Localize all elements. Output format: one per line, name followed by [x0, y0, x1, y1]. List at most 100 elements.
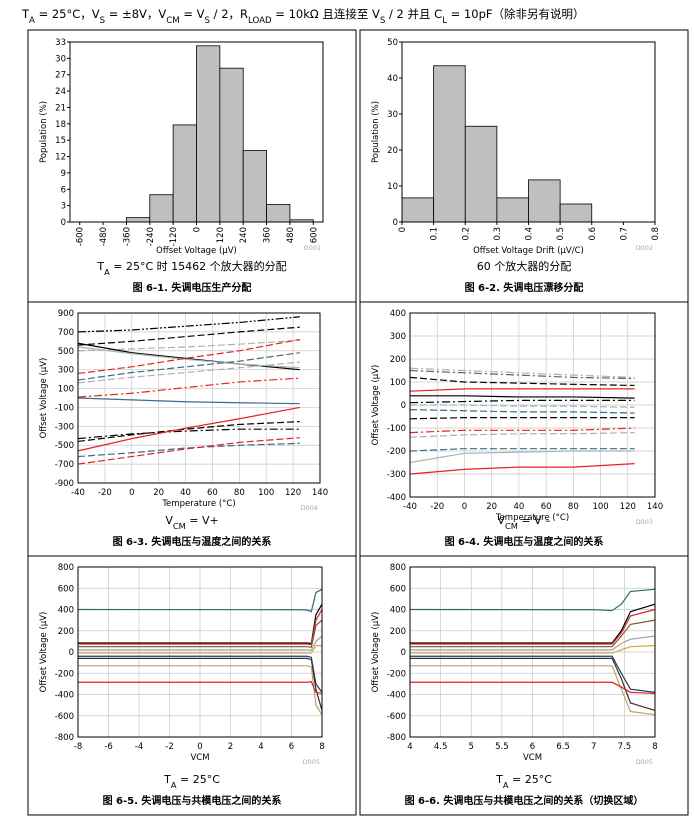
x-tick-label: 600	[309, 227, 319, 243]
series-line	[410, 645, 656, 654]
text-run: T	[21, 7, 30, 21]
text-run: LOAD	[248, 16, 272, 26]
y-tick-label: 300	[390, 332, 406, 342]
text-run: S	[380, 16, 385, 26]
figure-code: D002	[636, 244, 653, 252]
series-line	[410, 655, 656, 693]
bar	[172, 124, 197, 223]
x-tick-label: 80	[234, 488, 245, 498]
y-tick-label: 0	[401, 401, 406, 411]
figure-code: D005	[636, 758, 653, 766]
series-line	[409, 588, 656, 612]
plot-frame	[409, 312, 656, 498]
x-tick-label: 0.4	[525, 227, 535, 241]
y-tick-label: -600	[55, 712, 74, 722]
text-run: = 10kΩ 且连接至 V	[272, 7, 380, 21]
text-run: V	[497, 514, 505, 527]
figure-code: D004	[301, 504, 318, 512]
text-run: V	[165, 514, 173, 527]
x-tick-label: -4	[135, 742, 143, 752]
y-tick-label: 600	[58, 584, 74, 594]
y-tick-label: 800	[390, 563, 406, 573]
series-line	[78, 609, 323, 646]
y-tick-label: 200	[390, 627, 406, 637]
x-tick-label: 4.5	[434, 742, 448, 752]
text-run: / 2，R	[210, 7, 248, 21]
x-tick-label: 6	[289, 742, 294, 752]
series-line	[410, 657, 656, 712]
x-tick-label: 8	[652, 742, 657, 752]
x-axis-label: Temperature (°C)	[495, 513, 569, 523]
y-tick-label: 20	[387, 146, 398, 156]
figure-subcaption: VCM = V –	[497, 514, 550, 531]
x-tick-label: -120	[169, 227, 179, 246]
bar	[242, 150, 267, 223]
x-tick-label: 20	[153, 488, 164, 498]
y-tick-label: -200	[387, 447, 406, 457]
series-line	[77, 406, 300, 452]
figure-subcaption: VCM = V+	[165, 514, 218, 531]
y-tick-label: 12	[55, 153, 66, 163]
x-tick-label: 4	[407, 742, 412, 752]
header: TA = 25°C，VS = ±8V，VCM = VS / 2，RLOAD = …	[21, 7, 584, 26]
x-tick-label: 240	[239, 227, 249, 243]
figure-code: D003	[636, 518, 653, 526]
y-tick-label: 900	[58, 309, 74, 319]
text-run: CM	[166, 16, 179, 26]
series-line	[409, 463, 635, 475]
y-tick-label: 100	[58, 385, 74, 395]
x-tick-label: 120	[216, 227, 226, 243]
y-tick-label: 3	[61, 202, 66, 212]
y-axis-label: Population (%)	[371, 101, 381, 163]
x-tick-label: 0.3	[493, 227, 503, 241]
y-tick-label: 300	[58, 366, 74, 376]
y-tick-label: 400	[58, 606, 74, 616]
plot-frame	[409, 566, 656, 738]
bar	[196, 45, 221, 223]
x-tick-label: 8	[319, 742, 324, 752]
series-line	[77, 326, 300, 346]
panel-border	[359, 555, 689, 816]
text-run: / 2 并且 C	[385, 7, 442, 21]
series-line	[77, 361, 300, 384]
text-run: = ±8V，V	[105, 7, 166, 21]
x-tick-label: 0	[398, 227, 408, 232]
text-run: S	[100, 16, 105, 26]
y-tick-label: 800	[58, 563, 74, 573]
x-tick-label: 2	[228, 742, 233, 752]
y-tick-label: -400	[55, 691, 74, 701]
y-tick-label: 18	[55, 120, 66, 130]
y-tick-label: 700	[58, 328, 74, 338]
y-tick-label: 0	[393, 218, 398, 228]
y-tick-label: -700	[55, 460, 74, 470]
x-tick-label: 120	[285, 488, 301, 498]
x-tick-label: 140	[312, 488, 328, 498]
y-tick-label: 50	[387, 38, 398, 48]
x-tick-label: -20	[430, 502, 444, 512]
x-tick-label: 5.5	[495, 742, 509, 752]
x-tick-label: 40	[180, 488, 191, 498]
series-line	[78, 635, 323, 652]
y-tick-label: 33	[55, 38, 66, 48]
y-tick-label: 0	[61, 218, 66, 228]
bar	[559, 203, 593, 223]
series-line	[410, 603, 656, 644]
y-tick-label: 0	[69, 648, 74, 658]
series-line	[77, 428, 300, 440]
y-tick-label: 9	[61, 169, 66, 179]
figure-code: D005	[303, 758, 320, 766]
x-tick-label: -8	[74, 742, 82, 752]
y-axis-label: Population (%)	[39, 101, 49, 163]
text-run: CM	[173, 521, 186, 531]
y-axis-label: Offset Voltage (μV)	[39, 358, 49, 439]
x-tick-label: 0.8	[651, 227, 661, 241]
x-tick-label: -20	[98, 488, 112, 498]
series-line	[77, 316, 300, 333]
x-tick-label: 40	[513, 502, 524, 512]
x-tick-label: 5	[469, 742, 474, 752]
y-tick-label: -200	[55, 669, 74, 679]
series-line	[409, 448, 635, 452]
y-tick-label: 21	[55, 103, 66, 113]
y-tick-label: 400	[390, 606, 406, 616]
y-tick-label: 100	[390, 378, 406, 388]
